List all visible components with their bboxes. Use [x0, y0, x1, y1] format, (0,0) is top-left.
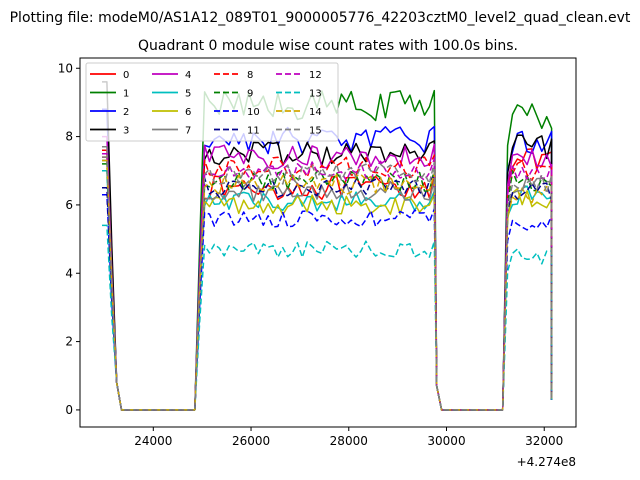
y-tick-label: 0	[65, 403, 73, 417]
chart-title: Quadrant 0 module wise count rates with …	[138, 38, 518, 54]
series-line-15	[102, 156, 553, 411]
y-tick-label: 4	[65, 266, 73, 280]
legend-label-13: 13	[309, 89, 322, 100]
legend-label-2: 2	[123, 107, 129, 118]
legend-label-3: 3	[123, 126, 129, 137]
legend-label-7: 7	[185, 126, 191, 137]
x-tick-label: 30000	[427, 434, 465, 448]
legend-label-10: 10	[247, 107, 260, 118]
legend-label-9: 9	[247, 89, 253, 100]
legend-label-4: 4	[185, 70, 191, 81]
x-tick-label: 32000	[525, 434, 563, 448]
y-tick-label: 10	[58, 61, 73, 75]
legend-label-11: 11	[247, 126, 260, 137]
legend-label-5: 5	[185, 89, 191, 100]
legend-label-14: 14	[309, 107, 322, 118]
legend-label-15: 15	[309, 126, 322, 137]
x-tick-label: 26000	[232, 434, 270, 448]
legend-label-6: 6	[185, 107, 191, 118]
y-tick-label: 2	[65, 335, 73, 349]
legend-frame	[85, 62, 339, 142]
legend-label-0: 0	[123, 70, 129, 81]
x-tick-label: 28000	[330, 434, 368, 448]
legend-label-8: 8	[247, 70, 253, 81]
legend-label-12: 12	[309, 70, 322, 81]
figure-suptitle: Plotting file: modeM0/AS1A12_089T01_9000…	[10, 10, 631, 26]
legend-label-1: 1	[123, 89, 129, 100]
y-tick-label: 6	[65, 198, 73, 212]
x-tick-label: 24000	[134, 434, 172, 448]
x-offset-label: +4.274e8	[517, 455, 576, 469]
y-tick-label: 8	[65, 130, 73, 144]
plot-area-frame	[79, 57, 577, 428]
